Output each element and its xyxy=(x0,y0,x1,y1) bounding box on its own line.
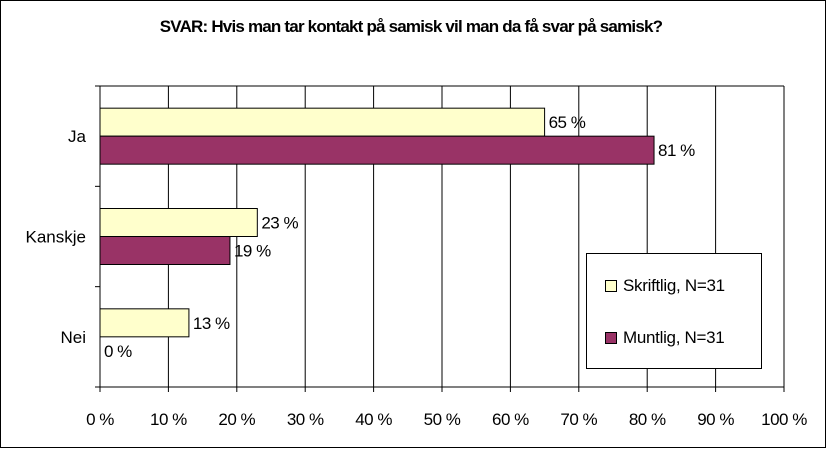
bar-kanskje-series0 xyxy=(99,208,258,237)
x-tick-label-0: 0 % xyxy=(86,410,114,429)
legend-entry-muntlig: Muntlig, N=31 xyxy=(605,328,725,348)
bar-ja-series1 xyxy=(99,135,655,165)
legend-entry-skriftlig: Skriftlig, N=31 xyxy=(605,276,725,296)
x-tick-label-50: 50 % xyxy=(424,410,461,429)
category-label-ja: Ja xyxy=(68,127,87,146)
bar-ja-series0 xyxy=(99,107,546,137)
x-tick-label-80: 80 % xyxy=(629,410,666,429)
legend: Skriftlig, N=31 Muntlig, N=31 xyxy=(586,253,762,369)
category-label-kanskje: Kanskje xyxy=(26,228,86,247)
x-tick-label-10: 10 % xyxy=(150,410,187,429)
data-label-nei-series0: 13 % xyxy=(193,314,230,333)
legend-label-skriftlig: Skriftlig, N=31 xyxy=(623,276,725,295)
category-label-nei: Nei xyxy=(60,328,86,347)
x-tick-label-40: 40 % xyxy=(355,410,392,429)
x-tick-label-20: 20 % xyxy=(218,410,255,429)
x-tick-label-90: 90 % xyxy=(697,410,734,429)
legend-label-muntlig: Muntlig, N=31 xyxy=(623,328,725,347)
x-tick-label-60: 60 % xyxy=(492,410,529,429)
x-tick-label-100: 100 % xyxy=(761,410,807,429)
data-label-kanskje-series0: 23 % xyxy=(261,214,298,233)
x-tick-label-30: 30 % xyxy=(287,410,324,429)
legend-swatch-skriftlig xyxy=(605,280,617,292)
x-tick-label-70: 70 % xyxy=(560,410,597,429)
chart-title: SVAR: Hvis man tar kontakt på samisk vil… xyxy=(159,17,663,36)
data-label-kanskje-series1: 19 % xyxy=(234,242,271,261)
legend-swatch-muntlig xyxy=(605,332,617,344)
bar-kanskje-series1 xyxy=(99,236,231,265)
data-label-nei-series1: 0 % xyxy=(104,342,132,361)
data-label-ja-series1: 81 % xyxy=(658,141,695,160)
bar-nei-series0 xyxy=(99,308,190,338)
data-label-ja-series0: 65 % xyxy=(549,113,586,132)
